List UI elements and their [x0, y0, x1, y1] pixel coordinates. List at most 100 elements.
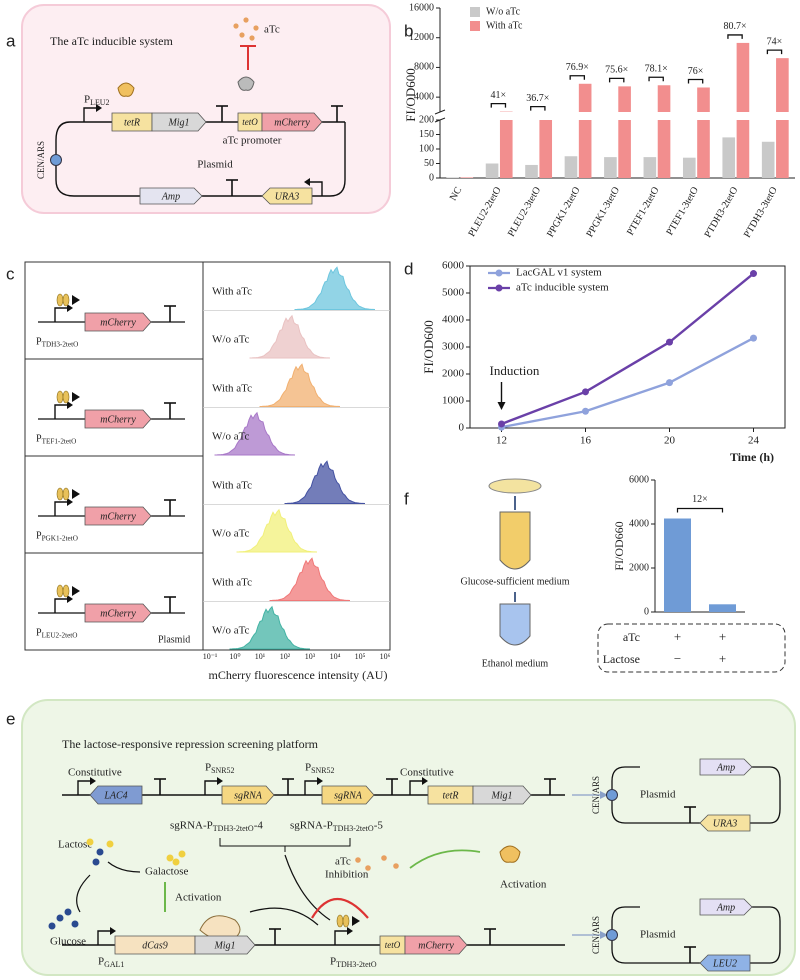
gene [139, 187, 203, 205]
promoter-head [317, 777, 323, 785]
x-tick-label: 10⁻¹ [203, 652, 218, 661]
annotation: Induction [490, 363, 540, 378]
x-tick-label: 10¹ [255, 652, 266, 661]
sgrna-label: -5 [374, 820, 384, 832]
fold-change-label: 41× [491, 90, 507, 101]
promoter-label: P [98, 956, 104, 968]
legend-marker [495, 284, 503, 292]
tetO-site [336, 914, 344, 928]
y-axis-label: FI/OD600 [403, 68, 418, 121]
point [498, 420, 505, 428]
fold-bracket [648, 76, 664, 82]
line [501, 337, 755, 429]
gene-label: mCherry [100, 608, 136, 619]
bar [664, 518, 691, 612]
promoter-subscript: GAL1 [104, 960, 124, 969]
gene [321, 785, 375, 805]
x-tick-label: 10⁵ [355, 652, 366, 661]
y-tick-label: 2000 [442, 368, 465, 380]
glucose [56, 914, 64, 922]
histogram [269, 557, 351, 602]
legend-label: With aTc [486, 20, 523, 31]
gene-label: Mig1 [490, 790, 512, 801]
promoter-label: P [36, 433, 42, 444]
promoter-subscript: TDH3-2tetO [336, 960, 377, 969]
condition-label: With aTc [212, 383, 252, 395]
tube [499, 511, 531, 570]
gene [89, 785, 143, 805]
bracket [219, 838, 351, 852]
condition-box [597, 623, 786, 673]
y-axis-label: FI/OD660 [612, 521, 626, 570]
promoter-label: P [36, 336, 42, 347]
gene-label: Mig1 [167, 117, 189, 128]
atc-molecule [233, 23, 239, 29]
x-axis-label: Time (h) [730, 450, 774, 464]
label: Activation [175, 892, 222, 904]
x-tick-label: NC [448, 185, 465, 203]
atc-molecule [381, 855, 387, 861]
sugar [92, 858, 100, 866]
y-tick-label: 5000 [442, 287, 465, 299]
x-tick-label: PLEU2-2tetO [466, 185, 503, 239]
panel-letter: b [404, 21, 413, 40]
y-tick-label: 150 [419, 129, 434, 140]
promoter [334, 930, 347, 945]
promoter-subscript: PGK1-2tetO [42, 535, 78, 543]
gene-label: LAC4 [103, 790, 127, 801]
gene [699, 814, 751, 832]
promoter-subscript: LEU2 [90, 98, 109, 107]
glucose [64, 908, 72, 916]
promoter-head [67, 401, 73, 409]
condition-level: + [719, 651, 726, 666]
fold-change-label: 36.7× [526, 93, 549, 104]
gene-label: Amp [716, 762, 735, 773]
sugar [106, 840, 114, 848]
tetO-site [56, 487, 64, 501]
bar [539, 120, 553, 178]
label: Plasmid [640, 789, 676, 801]
label: aTc [335, 856, 351, 868]
promoter-label: P [36, 530, 42, 541]
promoter-label: P [84, 94, 90, 106]
bar [643, 157, 657, 178]
glucose [48, 922, 56, 930]
gene-label: mCherry [418, 940, 454, 951]
x-tick-label: 10⁴ [330, 652, 341, 661]
tetO-site [56, 584, 64, 598]
promoter-head [67, 498, 73, 506]
activation-arrow [409, 849, 481, 869]
tetO-triangle [72, 489, 80, 499]
histogram [236, 508, 318, 553]
panel-letter: e [6, 709, 15, 728]
bar [736, 42, 750, 112]
plasmid-loop [611, 906, 781, 964]
tetO-triangle [72, 586, 80, 596]
point [666, 338, 673, 346]
label: Plasmid [197, 159, 233, 171]
y-tick-label: 0 [429, 172, 434, 183]
y-tick-label: 1000 [442, 395, 465, 407]
label: CEN/ARS [36, 141, 46, 179]
histogram [249, 314, 331, 359]
bar [736, 120, 750, 178]
point [750, 334, 757, 342]
promoter [310, 181, 323, 196]
promoter-label: P [36, 627, 42, 638]
fold-change-label: 80.7× [723, 21, 746, 32]
fold-bracket [530, 105, 546, 111]
bar [446, 177, 459, 178]
legend-swatch [470, 7, 480, 17]
bar [697, 87, 710, 112]
diagram-title: The aTc inducible system [50, 34, 173, 48]
gene-label: Amp [161, 191, 180, 202]
promoter-head [90, 777, 96, 785]
bar [578, 83, 592, 112]
y-tick-label: 0 [459, 422, 465, 434]
y-tick-label: 3000 [442, 341, 465, 353]
annotation-arrowhead [497, 402, 506, 410]
histogram [229, 605, 311, 650]
medium-label: Glucose-sufficient medium [461, 576, 570, 587]
gene [699, 954, 751, 972]
bar [682, 157, 696, 178]
